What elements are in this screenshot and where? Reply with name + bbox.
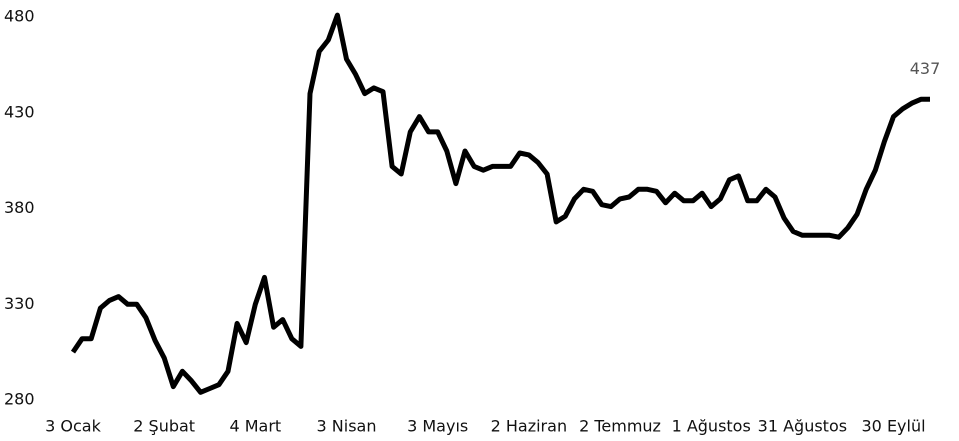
x-tick-label: 3 Ocak [45,417,101,436]
x-tick-label: 3 Mayıs [407,417,468,436]
y-tick-label: 280 [4,390,35,409]
y-tick-label: 380 [4,198,35,217]
x-tick-label: 2 Haziran [491,417,567,436]
x-tick-label: 2 Temmuz [579,417,661,436]
x-tick-label: 31 Ağustos [758,417,847,436]
y-tick-label: 430 [4,102,35,121]
x-tick-label: 4 Mart [229,417,281,436]
data-label: 437 [910,59,941,78]
x-tick-label: 30 Eylül [862,417,926,436]
y-tick-label: 480 [4,7,35,26]
x-tick-label: 2 Şubat [133,417,195,436]
x-tick-label: 3 Nisan [317,417,377,436]
line [70,12,930,395]
x-tick-label: 1 Ağustos [672,417,751,436]
y-tick-label: 330 [4,294,35,313]
